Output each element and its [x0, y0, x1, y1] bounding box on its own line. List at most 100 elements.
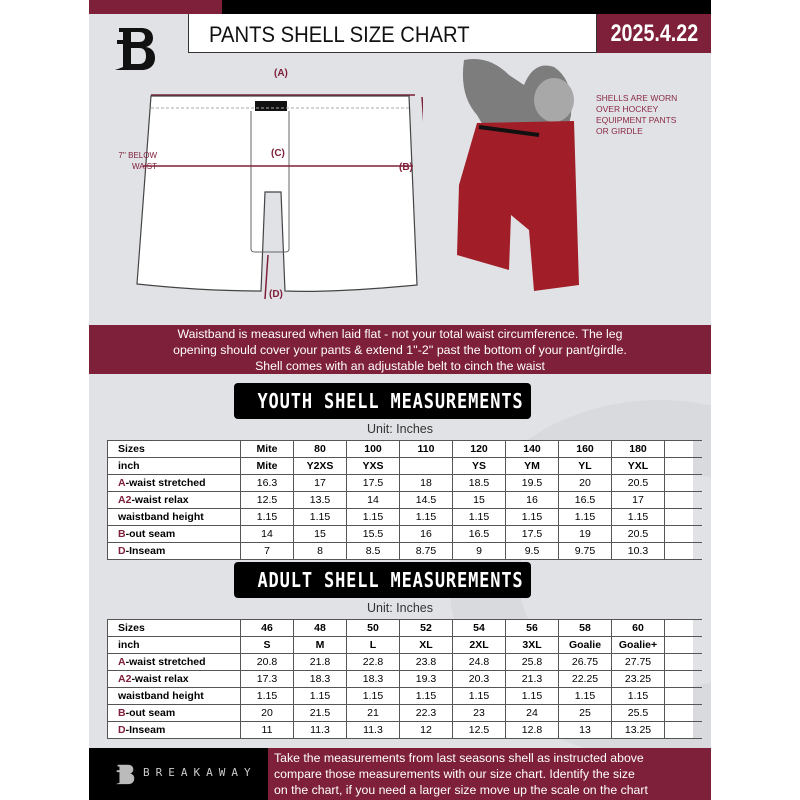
row-label-text: Sizes [118, 621, 145, 634]
table-cell: 15 [452, 491, 506, 509]
row-label: Sizes [107, 440, 241, 458]
measure-code: A2 [118, 672, 132, 685]
table-cell: 23 [452, 704, 506, 722]
info-line: Waistband is measured when laid flat - n… [177, 327, 623, 341]
table-cell: 18 [399, 474, 453, 492]
table-cell: YS [452, 457, 506, 475]
table-cell: 24 [505, 704, 559, 722]
table-cell: 60 [611, 619, 665, 637]
table-spacer [664, 457, 702, 475]
brand-logo [109, 22, 161, 74]
table-cell: 15 [293, 525, 347, 543]
table-cell: 25.8 [505, 653, 559, 671]
table-cell: 11 [240, 721, 294, 739]
note-line: SHELLS ARE WORN [596, 93, 678, 103]
table-cell: Mite [240, 440, 294, 458]
table-cell: 14 [240, 525, 294, 543]
table-cell: 13.5 [293, 491, 347, 509]
table-cell: YL [558, 457, 612, 475]
table-cell: YXL [611, 457, 665, 475]
table-cell: Y2XS [293, 457, 347, 475]
note-line: OR GIRDLE [596, 126, 643, 136]
table-cell: 17 [293, 474, 347, 492]
table-cell: 12.5 [452, 721, 506, 739]
footer-brand-block [89, 748, 268, 800]
table-cell: 26.75 [558, 653, 612, 671]
table-spacer [664, 525, 702, 543]
table-cell: 18.5 [452, 474, 506, 492]
table-cell: 1.15 [452, 508, 506, 526]
table-cell: 80 [293, 440, 347, 458]
table-cell: 27.75 [611, 653, 665, 671]
table-cell: 1.15 [558, 508, 612, 526]
measure-code: B [118, 706, 126, 719]
table-cell: 9 [452, 542, 506, 560]
adult-unit: Unit: Inches [366, 601, 433, 615]
c-note: 7'' BELOW WAIST [103, 150, 157, 172]
table-cell: 16.3 [240, 474, 294, 492]
table-cell: 12.5 [240, 491, 294, 509]
youth-unit: Unit: Inches [366, 422, 433, 436]
info-line: opening should cover your pants & extend… [173, 343, 627, 357]
table-cell: 1.15 [399, 687, 453, 705]
table-cell: 15.5 [346, 525, 400, 543]
chart-title-box: PANTS SHELL SIZE CHART [188, 14, 597, 53]
table-cell: L [346, 636, 400, 654]
table-cell: 46 [240, 619, 294, 637]
table-cell: 1.15 [346, 508, 400, 526]
table-cell: YM [505, 457, 559, 475]
row-label-text: inch [118, 638, 140, 651]
table-cell: 12.8 [505, 721, 559, 739]
youth-title-text: YOUTH SHELL MEASUREMENTS [257, 389, 524, 413]
pants-shell-photo [457, 59, 579, 291]
table-cell: 13.25 [611, 721, 665, 739]
table-spacer [664, 636, 702, 654]
table-cell: 23.8 [399, 653, 453, 671]
table-cell: 20 [558, 474, 612, 492]
table-row: A2-waist relax 12.5 13.5 14 14.5 15 16 16.5 17 [107, 491, 702, 509]
table-cell: 56 [505, 619, 559, 637]
table-cell: M [293, 636, 347, 654]
table-cell: 20.3 [452, 670, 506, 688]
table-cell: 180 [611, 440, 665, 458]
table-cell: 52 [399, 619, 453, 637]
table-cell: 2XL [452, 636, 506, 654]
row-label-text: waistband height [118, 510, 204, 523]
table-cell: 1.15 [240, 687, 294, 705]
adult-section-title: ADULT SHELL MEASUREMENTS [234, 562, 531, 598]
footer-line: on the chart, if you need a larger size … [274, 783, 648, 797]
photo-note: SHELLS ARE WORN OVER HOCKEY EQUIPMENT PA… [596, 93, 706, 137]
row-label: A-waist stretched [107, 653, 241, 671]
table-cell: 19.3 [399, 670, 453, 688]
page-title: PANTS SHELL SIZE CHART [209, 22, 470, 47]
youth-size-table: Sizes Mite 80 100 110 120 140 160 180 inch Mite Y2X… [107, 440, 702, 560]
row-label-text: -waist relax [131, 493, 189, 506]
footer-instructions: Take the measurements from last seasons … [268, 748, 711, 800]
label-c: (C) [271, 148, 285, 159]
table-row: A2-waist relax 17.3 18.3 18.3 19.3 20.3 21.3 22… [107, 670, 702, 688]
date-text: 2025.4.22 [610, 20, 698, 47]
measure-code: A [118, 655, 126, 668]
table-spacer [664, 542, 702, 560]
date-badge: 2025.4.22 [597, 14, 711, 53]
table-cell: 1.15 [505, 508, 559, 526]
footer-line: Take the measurements from last seasons … [274, 751, 644, 765]
table-row: Sizes 46 48 50 52 54 56 58 60 [107, 619, 702, 637]
footer-logo-icon [113, 760, 137, 793]
row-label: waistband height [107, 687, 241, 705]
c-note-line: WAIST [131, 162, 157, 171]
note-line: EQUIPMENT PANTS [596, 115, 677, 125]
row-label-text: -waist stretched [125, 655, 206, 668]
table-cell: 12 [399, 721, 453, 739]
adult-title-text: ADULT SHELL MEASUREMENTS [257, 568, 524, 592]
table-cell: 23.25 [611, 670, 665, 688]
table-cell: XL [399, 636, 453, 654]
table-cell: 8.5 [346, 542, 400, 560]
table-cell: Mite [240, 457, 294, 475]
table-cell: 20.5 [611, 525, 665, 543]
row-label-text: waistband height [118, 689, 204, 702]
table-cell: 16 [399, 525, 453, 543]
info-line: Shell comes with an adjustable belt to c… [255, 359, 545, 373]
row-label-text: -Inseam [125, 544, 166, 557]
table-cell: 1.15 [240, 508, 294, 526]
